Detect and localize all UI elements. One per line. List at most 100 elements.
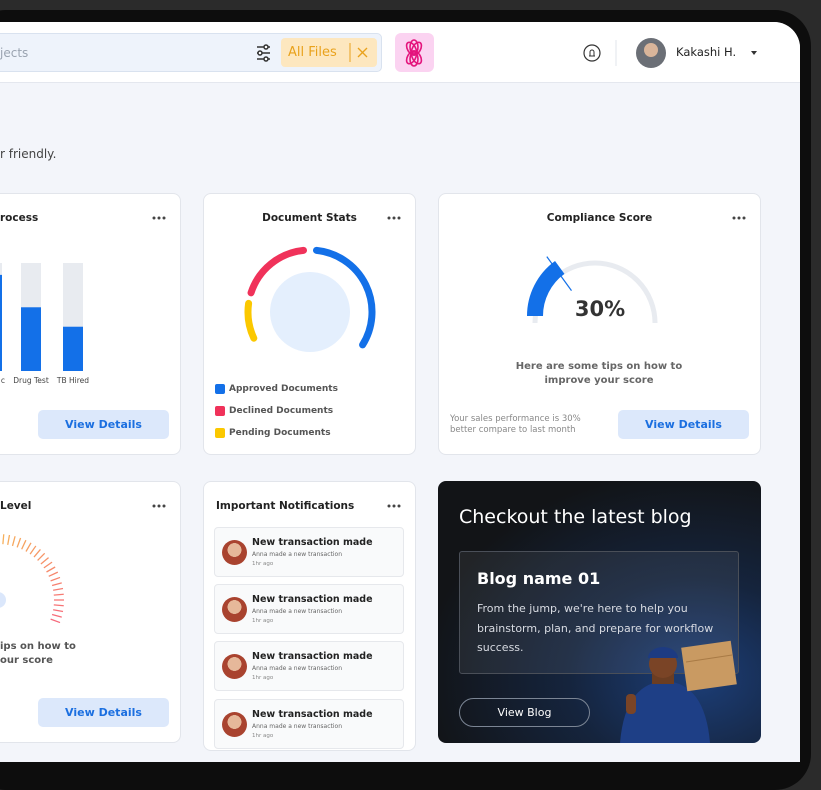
notification-title: New transaction made [252,709,373,720]
notification-item: New transaction made Anna made a new tran… [214,641,404,691]
menu-dot [392,504,396,508]
legend-label: Approved Documents [229,384,338,394]
notification-time: 1hr ago [252,675,274,681]
menu-dot [152,216,156,220]
notification-time: 1hr ago [252,733,274,739]
x-tick-label: Drug Test [13,376,49,385]
page: jects All Files Kakashi H. r friendly. r… [0,10,811,790]
menu-dot [157,504,161,508]
risk-tick [48,571,59,577]
notification-item: New transaction made Anna made a new tran… [214,699,404,749]
filter-chip[interactable] [281,38,377,67]
card-title: Compliance Score [546,212,653,224]
menu-dot [387,504,391,508]
card-title: rocess [0,212,39,224]
dashboard: jects All Files Kakashi H. r friendly. r… [0,22,800,751]
menu-dot [152,504,156,508]
caret[interactable] [751,51,757,55]
legend-label: Pending Documents [229,428,331,438]
ring-segment [244,299,258,342]
risk-tick [40,557,49,565]
menu-dot [162,216,166,220]
filter-icon [257,44,270,62]
x-tick-label: c [1,376,5,385]
menu-dot [742,216,746,220]
notification-avatar [222,540,247,565]
notification-title: New transaction made [252,537,373,548]
ring-center [270,272,350,352]
x-tick-label: TB Hired [56,376,89,385]
risk-tick [7,534,11,545]
notification-text: Anna made a new transaction [252,723,343,730]
ai-icon [405,39,423,67]
intro-text: r friendly. [0,147,57,161]
blog-name: Blog name 01 [477,569,601,588]
notification-avatar [222,654,247,679]
delivery-person [620,640,737,743]
gauge-fill [527,260,565,317]
risk-tick [25,542,32,552]
notification-avatar [222,712,247,737]
menu-dot [732,216,736,220]
menu-dot [157,216,161,220]
tip-text: Here are some tips on how to improve you… [515,361,683,386]
blog-heading: Checkout the latest blog [459,506,692,528]
risk-tick [43,561,53,569]
menu-dot [162,504,166,508]
card-title: Level [0,500,32,512]
close-icon[interactable] [357,47,368,58]
ring-segment [312,246,376,349]
user-name[interactable]: Kakashi H. [676,45,737,59]
menu-dot [387,216,391,220]
note-text: Your sales performance is 30% better com… [450,414,581,435]
notification-text: Anna made a new transaction [252,551,343,558]
risk-tick [16,537,22,548]
notification-time: 1hr ago [252,561,274,567]
notification-text: Anna made a new transaction [252,608,343,615]
bell-icon[interactable] [583,44,601,62]
notification-title: New transaction made [252,651,373,662]
avatar-face [644,43,658,57]
bar [21,307,41,371]
gauge-needle [546,256,572,291]
blog-text: From the jump, we're here to help you br… [477,602,714,654]
legend-swatch [215,406,225,416]
risk-center [0,592,6,608]
risk-tick [53,587,64,591]
legend-swatch [215,384,225,394]
risk-tick [50,576,61,582]
tip-text: ips on how to [0,641,76,652]
menu-dot [737,216,741,220]
notification-text: Anna made a new transaction [252,665,343,672]
risk-tick [29,545,37,555]
card-title: Document Stats [262,212,357,224]
filter-label: All Files [288,45,337,60]
blog-card [438,481,761,743]
risk-tick [33,549,41,558]
view-details-button[interactable]: View Details [38,410,169,439]
legend-swatch [215,428,225,438]
risk-tick [53,609,64,613]
view-details-button[interactable]: View Details [38,698,169,727]
view-details-button[interactable]: View Details [618,410,749,439]
menu-dot [397,504,401,508]
risk-tick [50,618,61,624]
view-blog-button[interactable]: View Blog [459,698,590,727]
risk-tick [46,566,56,573]
notification-item: New transaction made Anna made a new tran… [214,584,404,634]
legend-label: Declined Documents [229,406,334,416]
risk-tick [53,593,64,596]
menu-dot [392,216,396,220]
risk-tick [2,534,5,545]
graphics: c Drug Test TB Hired [0,38,757,743]
risk-tick [51,613,62,618]
bar [0,274,2,371]
risk-tick [53,604,64,607]
ring-segment [247,246,308,297]
notification-item: New transaction made Anna made a new tran… [214,527,404,577]
score-label: 30% [574,297,626,321]
risk-tick [37,552,46,561]
risk-tick [51,582,62,587]
risk-tick [21,539,27,550]
bar [63,326,83,371]
